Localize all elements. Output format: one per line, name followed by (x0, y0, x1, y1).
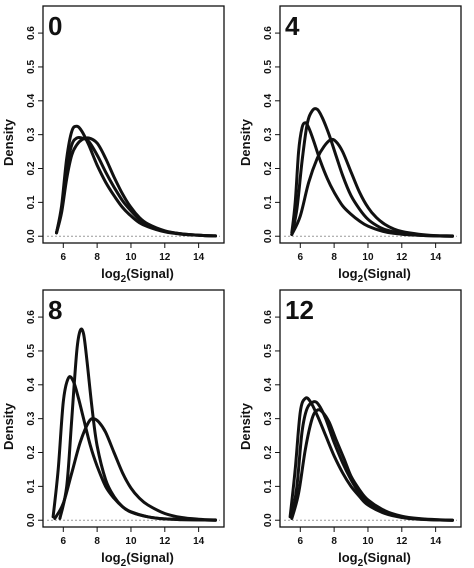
plot-frame (42, 289, 225, 528)
x-tick-label: 12 (396, 536, 408, 547)
density-curve-3 (290, 137, 454, 238)
plot-frame (279, 289, 462, 528)
x-tick-label: 12 (396, 252, 408, 263)
x-tick-label: 14 (193, 536, 205, 547)
x-tick-label: 14 (193, 252, 205, 263)
y-tick-label: 0.1 (26, 479, 37, 493)
y-tick-label: 0.2 (26, 445, 37, 459)
y-tick-label: 0.2 (26, 161, 37, 175)
y-tick-label: 0.0 (26, 513, 37, 527)
panel-label: 0 (48, 11, 62, 41)
y-tick-label: 0.5 (26, 60, 37, 74)
y-tick-label: 0.0 (263, 229, 274, 243)
y-tick-label: 0.6 (26, 310, 37, 324)
x-tick-label: 6 (298, 252, 304, 263)
panel-label: 4 (285, 11, 300, 41)
y-tick-label: 0.6 (263, 26, 274, 40)
y-tick-label: 0.6 (263, 310, 274, 324)
chart-svg: 0.0 0.1 0.2 0.3 0.4 0.5 0.6 6 8 10 12 14 12 Density lo… (238, 289, 462, 568)
density-curve-1 (290, 121, 454, 238)
x-axis-title: log2(Signal) (338, 266, 411, 285)
y-tick-label: 0.6 (26, 26, 37, 40)
density-curve-3 (55, 136, 217, 238)
plot-frame (42, 5, 225, 244)
density-curve-2 (58, 327, 217, 522)
y-tick-label: 0.5 (263, 344, 274, 358)
x-tick-label: 10 (362, 252, 374, 263)
y-tick-label: 0.4 (26, 93, 37, 107)
y-tick-label: 0.4 (26, 377, 37, 391)
y-axis-title: Density (238, 402, 253, 450)
density-panel-4: 0.0 0.1 0.2 0.3 0.4 0.5 0.6 6 8 10 12 14 4 Density log… (237, 0, 474, 285)
y-tick-label: 0.0 (263, 513, 274, 527)
x-axis-title: log2(Signal) (101, 266, 174, 285)
chart-svg: 0.0 0.1 0.2 0.3 0.4 0.5 0.6 6 8 10 12 14 8 Density log… (1, 289, 225, 568)
density-curve-3 (53, 417, 217, 522)
y-tick-label: 0.4 (263, 377, 274, 391)
y-tick-label: 0.3 (263, 127, 274, 141)
y-tick-label: 0.1 (26, 195, 37, 209)
density-panel-8: 0.0 0.1 0.2 0.3 0.4 0.5 0.6 6 8 10 12 14 8 Density log… (0, 284, 237, 568)
x-tick-label: 6 (61, 252, 67, 263)
y-tick-label: 0.3 (26, 127, 37, 141)
x-axis-title: log2(Signal) (101, 550, 174, 568)
density-panel-12: 0.0 0.1 0.2 0.3 0.4 0.5 0.6 6 8 10 12 14 12 Density lo… (237, 284, 474, 568)
density-panel-0: 0.0 0.1 0.2 0.3 0.4 0.5 0.6 6 8 10 12 14 0 Density log… (0, 0, 237, 285)
x-tick-label: 12 (159, 252, 171, 263)
plot-frame (279, 5, 462, 244)
y-tick-label: 0.0 (26, 229, 37, 243)
y-tick-label: 0.1 (263, 479, 274, 493)
x-tick-label: 6 (298, 536, 304, 547)
x-tick-label: 14 (430, 536, 442, 547)
x-tick-label: 6 (61, 536, 67, 547)
y-tick-label: 0.2 (263, 161, 274, 175)
y-tick-label: 0.1 (263, 195, 274, 209)
x-tick-label: 8 (94, 536, 100, 547)
y-tick-label: 0.2 (263, 445, 274, 459)
y-axis-title: Density (238, 118, 253, 166)
panel-label: 8 (48, 295, 62, 325)
y-tick-label: 0.5 (26, 344, 37, 358)
x-tick-label: 10 (362, 536, 374, 547)
density-curve-3 (290, 408, 454, 522)
x-tick-label: 10 (125, 252, 137, 263)
y-tick-label: 0.5 (263, 60, 274, 74)
x-tick-label: 8 (331, 536, 337, 547)
y-axis-title: Density (1, 402, 16, 450)
x-tick-label: 10 (125, 536, 137, 547)
x-tick-label: 12 (159, 536, 171, 547)
panel-label: 12 (285, 295, 314, 325)
y-axis-title: Density (1, 118, 16, 166)
x-tick-label: 8 (331, 252, 337, 263)
y-tick-label: 0.3 (26, 411, 37, 425)
chart-svg: 0.0 0.1 0.2 0.3 0.4 0.5 0.6 6 8 10 12 14 4 Density log… (238, 5, 462, 285)
density-curve-2 (290, 107, 454, 238)
x-axis-title: log2(Signal) (338, 550, 411, 568)
x-tick-label: 14 (430, 252, 442, 263)
x-tick-label: 8 (94, 252, 100, 263)
chart-svg: 0.0 0.1 0.2 0.3 0.4 0.5 0.6 6 8 10 12 14 0 Density log… (1, 5, 225, 285)
y-tick-label: 0.3 (263, 411, 274, 425)
y-tick-label: 0.4 (263, 93, 274, 107)
